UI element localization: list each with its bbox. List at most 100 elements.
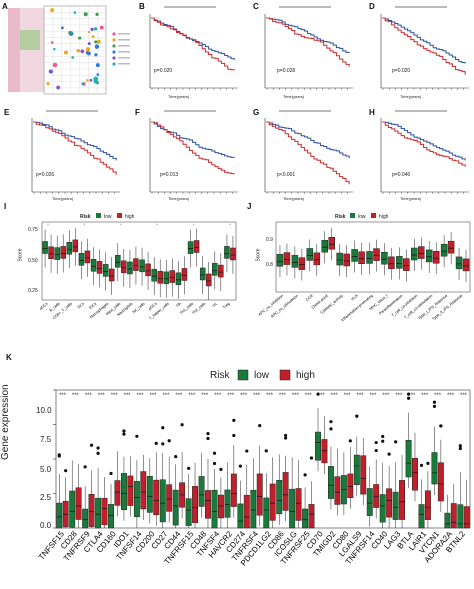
box-k-low <box>133 481 140 518</box>
box-k-low <box>366 488 373 516</box>
km-title-text <box>46 110 98 112</box>
box-k-high <box>308 504 315 529</box>
panel-label-b: B <box>139 2 145 11</box>
sig-mark-k: *** <box>344 393 352 399</box>
box-i-high <box>157 271 163 284</box>
box-j-low <box>336 252 343 266</box>
heatmap-dot <box>52 62 58 68</box>
outlier-point-k <box>96 451 100 455</box>
heatmap-legend <box>112 32 130 66</box>
sig-mark-k: *** <box>188 393 196 399</box>
sig-mark-k: *** <box>279 393 287 399</box>
heatmap-dot <box>94 40 98 44</box>
km-survival-curve <box>382 121 466 161</box>
x-tick-label-i: DCs <box>77 302 85 310</box>
panel-label-h: H <box>369 108 375 117</box>
outlier-point-k <box>122 429 126 433</box>
heatmap-dot <box>86 78 89 82</box>
outlier-point-k <box>122 432 126 436</box>
box-i-low <box>175 272 182 286</box>
km-title-text <box>395 110 447 112</box>
heatmap-dot <box>95 12 99 17</box>
box-k-high <box>205 490 211 519</box>
outlier-point-k <box>387 452 391 456</box>
outlier-point-k <box>284 436 288 440</box>
outlier-point-k <box>309 456 314 460</box>
box-k-low <box>82 508 89 529</box>
outlier-point-k <box>154 441 158 445</box>
outlier-point-k <box>206 432 210 436</box>
sig-mark-i: * <box>193 222 195 227</box>
box-k-high <box>386 488 393 518</box>
x-tick-label-i: iDCs <box>88 302 97 310</box>
km-survival-curve <box>382 121 466 167</box>
box-i-high <box>108 268 115 282</box>
legend-high-label-j: high <box>379 214 389 220</box>
x-tick-label-i: NK_cells <box>132 302 146 315</box>
sig-mark-k: *** <box>201 393 209 399</box>
box-j-low <box>396 256 403 269</box>
box-i-low <box>187 241 194 254</box>
panel-label-e: E <box>4 108 10 117</box>
box-i-high <box>121 260 127 274</box>
km-xlabel-f: Time(years) <box>168 196 190 201</box>
box-k-low <box>237 503 244 529</box>
km-survival-curve <box>151 17 235 71</box>
sig-mark-k: *** <box>318 393 326 399</box>
outlier-point-k <box>180 423 184 427</box>
legend-low-label-j: low <box>358 214 366 220</box>
box-k-high <box>256 473 263 516</box>
heatmap-legend-key <box>112 50 116 54</box>
box-k-low <box>224 489 231 518</box>
box-k-high <box>166 484 173 512</box>
km-title-text <box>279 110 331 112</box>
x-tick-label-j: APC_co_stimulation <box>270 294 299 319</box>
box-j-low <box>306 248 314 261</box>
box-k-low <box>328 466 334 499</box>
box-j-high <box>313 252 321 266</box>
box-i-high <box>230 247 236 261</box>
x-tick-label-i: aDCs <box>39 302 49 311</box>
sig-mark-k: *** <box>227 393 235 399</box>
ytick-i-075: 0.75 <box>28 227 38 233</box>
box-i-high <box>72 239 79 253</box>
box-k-low <box>340 475 347 505</box>
km-survival-curve <box>266 17 350 54</box>
ytick-j-09: 0.9 <box>266 237 273 243</box>
heatmap-legend-key <box>112 62 116 66</box>
heatmap-dot <box>96 39 101 44</box>
box-k-high <box>295 488 302 521</box>
box-i-high <box>145 263 151 277</box>
outlier-point-k <box>381 434 385 439</box>
ytick-k-00: 0.0 <box>40 521 52 530</box>
legend-low-label-k: low <box>254 370 270 381</box>
box-k-high <box>334 476 341 505</box>
box-j-low <box>276 254 284 267</box>
heatmap-dot <box>86 51 91 56</box>
km-xlabel-d: Time(years) <box>400 94 422 99</box>
heatmap-dot <box>53 47 56 51</box>
outlier-point-k <box>245 449 249 453</box>
sig-mark-k: *** <box>408 393 416 399</box>
heatmap-dot <box>73 11 77 14</box>
box-i-low <box>139 259 145 273</box>
heatmap-dot <box>94 44 100 49</box>
sig-mark-k: *** <box>98 393 106 399</box>
km-pvalue-c: p=0.028 <box>277 68 296 74</box>
heatmap-dot <box>89 78 93 82</box>
box-k-low <box>276 480 283 515</box>
km-panel <box>380 110 469 194</box>
outlier-point-k <box>329 427 333 431</box>
box-k-low <box>69 490 76 528</box>
outlier-point-k <box>406 396 411 400</box>
heatmap-dot <box>76 48 80 53</box>
outlier-point-k <box>316 392 320 396</box>
outlier-point-k <box>187 466 191 470</box>
heatmap-dot <box>56 85 61 90</box>
x-tick-label-i: Tfh <box>175 302 182 309</box>
outlier-point-k <box>232 418 236 423</box>
sig-mark-i: * <box>156 222 158 227</box>
legend-low-label-i: low <box>104 214 112 220</box>
box-i-high <box>60 246 66 259</box>
box-i-high <box>133 258 139 271</box>
